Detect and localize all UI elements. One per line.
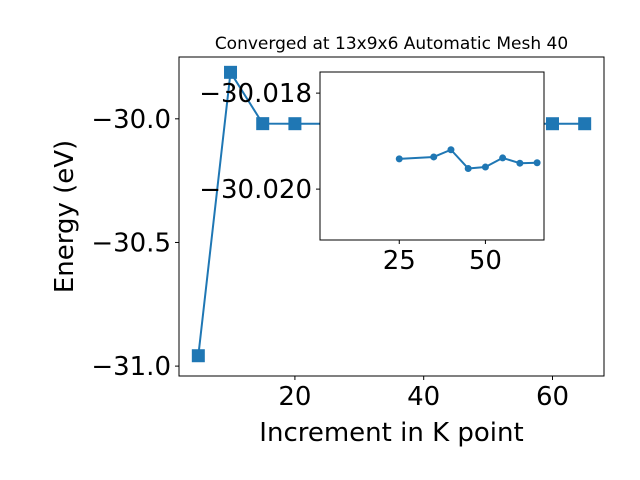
- y-axis-label: Energy (eV): [50, 140, 80, 293]
- x-tick-label: 60: [536, 382, 569, 412]
- data-point: [533, 159, 541, 167]
- data-point: [464, 164, 472, 172]
- x-tick-label: 50: [469, 246, 502, 276]
- axes-frame: [319, 71, 545, 241]
- data-point: [288, 117, 302, 131]
- data-point: [430, 153, 438, 161]
- y-tick-label: −31.0: [91, 352, 171, 382]
- x-tick-label: 25: [383, 246, 416, 276]
- chart-title: Converged at 13x9x6 Automatic Mesh 40: [215, 34, 568, 54]
- y-tick-label: −30.0: [91, 105, 171, 135]
- data-point: [545, 117, 559, 131]
- data-point: [395, 155, 403, 163]
- x-tick-label: 20: [278, 382, 311, 412]
- data-point: [481, 163, 489, 171]
- data-point: [191, 349, 205, 363]
- y-tick-label: −30.5: [91, 228, 171, 258]
- axes-frame: [178, 56, 605, 377]
- y-tick-label: −30.018: [199, 79, 312, 109]
- x-tick-label: 40: [407, 382, 440, 412]
- data-point: [578, 117, 592, 131]
- data-point: [256, 117, 270, 131]
- data-point: [447, 146, 455, 154]
- data-point: [516, 159, 524, 167]
- inset-axes: 25 50 −30.020 −30.018: [199, 71, 545, 276]
- data-point: [224, 65, 238, 79]
- y-tick-label: −30.020: [199, 175, 312, 205]
- x-axis-label: Increment in K point: [259, 418, 523, 448]
- data-point: [499, 154, 507, 162]
